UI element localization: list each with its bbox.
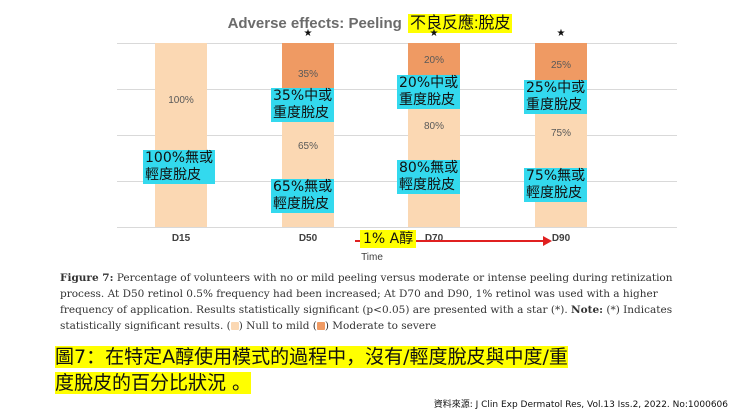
chart-title-zh: 不良反應:脫皮 (407, 14, 513, 33)
annotation-d70-moderate: 20%中或 重度脫皮 (397, 75, 461, 109)
caption-text: (*) Indicates statistically significant … (60, 304, 673, 332)
significance-star-icon: ★ (303, 28, 313, 39)
annotation-d50-null: 65%無或 輕度脫皮 (271, 179, 335, 213)
data-label: 20% (423, 55, 444, 67)
figure-label: Figure 7: (60, 272, 114, 284)
annotation-line: 25%中或 (526, 80, 586, 96)
arrow-label: 1% A醇 (360, 230, 417, 248)
gridline (117, 135, 677, 136)
annotation-line: 75%無或 (526, 168, 586, 184)
annotation-line: 輕度脫皮 (526, 185, 582, 201)
data-label: 35% (297, 69, 318, 81)
x-tick-label: D50 (298, 233, 318, 244)
annotation-line: 重度脫皮 (526, 97, 582, 113)
chart-title: Adverse effects: Peeling 不良反應:脫皮 (0, 9, 740, 33)
gridline (117, 43, 677, 44)
timeline-arrow-line (355, 240, 545, 242)
annotation-line: 輕度脫皮 (273, 196, 329, 212)
data-label: 80% (423, 121, 444, 133)
annotation-line: 重度脫皮 (399, 92, 455, 108)
x-tick-label: D70 (424, 233, 444, 244)
x-tick-label: D90 (551, 233, 571, 244)
figure-caption: Figure 7: Percentage of volunteers with … (60, 270, 708, 334)
arrow-right-icon (543, 236, 552, 246)
gridline (117, 227, 677, 228)
annotation-d50-moderate: 35%中或 重度脫皮 (271, 88, 335, 122)
annotation-line: 輕度脫皮 (399, 177, 455, 193)
annotation-line: 輕度脫皮 (145, 167, 201, 183)
annotation-d70-null: 80%無或 輕度脫皮 (397, 160, 461, 194)
annotation-line: 100%無或 (145, 150, 214, 166)
data-label: 25% (550, 60, 571, 71)
significance-star-icon: ★ (556, 28, 566, 39)
chart-title-en: Adverse effects: Peeling (227, 15, 402, 32)
caption-note-label: Note: (571, 304, 604, 316)
data-label: 100% (168, 94, 194, 106)
annotation-line: 35%中或 (273, 88, 333, 104)
source-citation: 資料來源: J Clin Exp Dermatol Res, Vol.13 Is… (433, 400, 728, 410)
legend-swatch-null (230, 322, 239, 330)
legend-swatch-moderate (316, 322, 325, 330)
summary-line: 圖7：在特定A醇使用模式的過程中，沒有/輕度脫皮與中度/重 (55, 346, 568, 368)
x-tick-label: D15 (171, 233, 191, 244)
data-label: 75% (550, 127, 571, 139)
annotation-d90-moderate: 25%中或 重度脫皮 (524, 80, 588, 114)
annotation-line: 65%無或 (273, 179, 333, 195)
annotation-line: 20%中或 (399, 75, 459, 91)
bar-segment-null-to-mild (155, 43, 207, 227)
summary-line: 度脫皮的百分比狀況 。 (55, 372, 252, 394)
legend-label-null: ) Null to mild ( (238, 320, 317, 332)
chinese-summary: 圖7：在特定A醇使用模式的過程中，沒有/輕度脫皮與中度/重 度脫皮的百分比狀況 … (55, 344, 685, 396)
annotation-line: 重度脫皮 (273, 105, 329, 121)
caption-text: Percentage of volunteers with no or mild… (60, 272, 673, 316)
bar-segment-moderate-to-severe (408, 43, 460, 80)
annotation-d90-null: 75%無或 輕度脫皮 (524, 168, 588, 202)
legend-label-moderate: ) Moderate to severe (324, 320, 437, 332)
data-label: 65% (297, 140, 318, 152)
significance-star-icon: ★ (429, 28, 439, 39)
x-axis-label: Time (361, 252, 383, 263)
annotation-line: 80%無或 (399, 160, 459, 176)
annotation-d15-null: 100%無或 輕度脫皮 (143, 150, 216, 184)
